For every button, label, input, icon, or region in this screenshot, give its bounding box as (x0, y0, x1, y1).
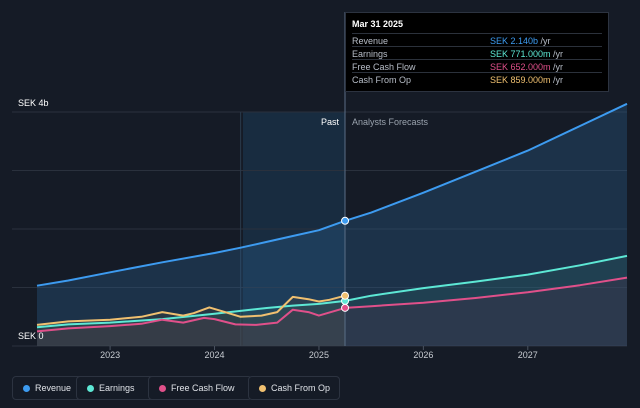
tooltip-unit: /yr (550, 62, 564, 72)
tooltip-value: SEK 771.000m (490, 49, 551, 59)
tooltip-label: Revenue (352, 36, 389, 46)
tooltip-value: SEK 2.140b (490, 36, 539, 46)
legend-item-earnings[interactable]: Earnings (76, 376, 156, 400)
legend-label: Cash From Op (271, 383, 331, 393)
tooltip-value: SEK 652.000m (490, 62, 551, 72)
tooltip-date: Mar 31 2025 (352, 19, 404, 29)
area-earnings (37, 255, 627, 346)
tooltip-row-free-cash-flow: Free Cash Flow SEK 652.000m /yr (352, 59, 602, 73)
x-tick-label: 2023 (100, 350, 120, 360)
marker-cash-from-op (341, 291, 350, 300)
tooltip-label: Earnings (352, 49, 388, 59)
line-free-cash-flow (36, 276, 628, 333)
forecast-label: Analysts Forecasts (352, 117, 429, 127)
marker-revenue (341, 216, 350, 225)
tooltip-label: Free Cash Flow (352, 62, 416, 72)
tooltip-unit: /yr (550, 75, 564, 85)
line-revenue (36, 102, 628, 287)
tooltip-label: Cash From Op (352, 75, 412, 85)
legend-label: Free Cash Flow (171, 383, 235, 393)
tooltip-unit: /yr (538, 36, 551, 46)
cutoff-markers (341, 216, 350, 312)
tooltip-unit: /yr (550, 49, 564, 59)
tooltip-row-cash-from-op: Cash From Op SEK 859.000m /yr (352, 72, 602, 86)
area-revenue (37, 103, 627, 346)
marker-free-cash-flow (341, 303, 350, 312)
x-tick-label: 2024 (205, 350, 225, 360)
legend-dot-icon (87, 385, 94, 392)
legend-dot-icon (23, 385, 30, 392)
tooltip-value: SEK 859.000m (490, 75, 551, 85)
line-cash-from-op (36, 294, 346, 326)
x-tick-label: 2026 (413, 350, 433, 360)
y-axis-top-label: SEK 4b (18, 98, 49, 108)
legend-label: Earnings (99, 383, 135, 393)
series-lines (36, 102, 628, 333)
legend-dot-icon (159, 385, 166, 392)
tooltip-row-earnings: Earnings SEK 771.000m /yr (352, 46, 602, 60)
x-axis: 2023 2024 2025 2026 2027 (100, 346, 538, 360)
past-label: Past (321, 117, 340, 127)
x-tick-label: 2025 (309, 350, 329, 360)
legend-dot-icon (259, 385, 266, 392)
legend-item-free-cash-flow[interactable]: Free Cash Flow (148, 376, 252, 400)
line-earnings (36, 254, 628, 329)
legend-label: Revenue (35, 383, 72, 393)
legend-item-cash-from-op[interactable]: Cash From Op (248, 376, 340, 400)
y-axis-bottom-label: SEK 0 (18, 331, 44, 341)
tooltip-row-revenue: Revenue SEK 2.140b /yr (352, 33, 602, 47)
x-tick-label: 2027 (518, 350, 538, 360)
tooltip: Mar 31 2025 Revenue SEK 2.140b /yr Earni… (345, 12, 609, 92)
